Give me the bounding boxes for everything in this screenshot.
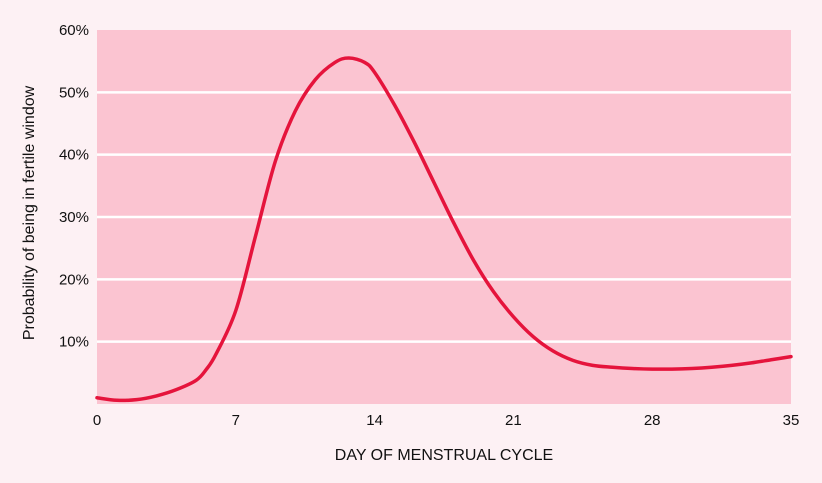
x-tick-label: 0 (93, 412, 101, 429)
y-tick-label: 20% (59, 271, 89, 288)
y-tick-label: 40% (59, 147, 89, 164)
gridlines (97, 91, 791, 343)
y-tick-label: 60% (59, 22, 89, 39)
y-axis-label: Probability of being in fertile window (21, 85, 38, 340)
x-tick-label: 14 (366, 412, 383, 429)
y-tick-label: 50% (59, 84, 89, 101)
y-axis-ticks: 10% 20% 30% 40% 50% 60% (59, 22, 89, 351)
x-tick-label: 21 (505, 412, 522, 429)
x-axis-label: DAY OF MENSTRUAL CYCLE (335, 447, 553, 464)
x-axis-ticks: 0 7 14 21 28 35 (93, 412, 800, 429)
y-tick-label: 30% (59, 209, 89, 226)
x-tick-label: 7 (232, 412, 240, 429)
x-tick-label: 28 (644, 412, 661, 429)
y-tick-label: 10% (59, 334, 89, 351)
x-tick-label: 35 (783, 412, 800, 429)
series-line (95, 56, 793, 403)
